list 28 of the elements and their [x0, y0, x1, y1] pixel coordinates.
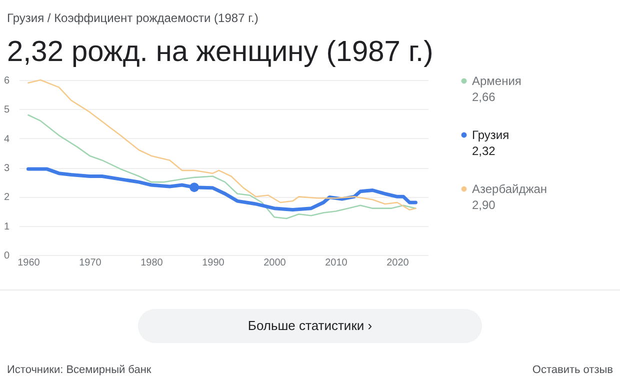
x-tick-label: 1980	[140, 258, 164, 268]
y-tick-label: 2	[4, 192, 10, 204]
legend-label: Грузия	[472, 128, 510, 142]
line-series	[28, 114, 416, 220]
y-tick-label: 1	[4, 221, 10, 232]
y-tick-label: 5	[4, 104, 10, 116]
text: Оставить отзыв	[532, 364, 614, 376]
text: 2,90	[472, 198, 496, 212]
x-tick-label: 2020	[386, 258, 410, 268]
x-tick-label: 2000	[264, 258, 286, 268]
x-tick-label: 1990	[202, 258, 225, 268]
legend-label: Азербайджан	[472, 182, 548, 196]
line-series	[28, 79, 416, 210]
y-tick-label: 0	[4, 250, 10, 262]
chart-subtitle: Грузия / Коэффициент рождаемости (1987 г.)	[7, 11, 258, 25]
text: 2,32	[472, 144, 496, 158]
chart-title: 2,32 рожд. на женщину (1987 г.)	[7, 36, 434, 68]
line-series	[26, 167, 418, 212]
y-tick-label: 4	[4, 134, 10, 145]
text: 2,66	[472, 90, 496, 104]
y-tick-label: 3	[4, 163, 10, 174]
text: Больше статистики ›	[248, 318, 372, 333]
legend-label: Армения	[472, 74, 522, 88]
x-tick-label: 1970	[79, 258, 102, 268]
y-tick-label: 6	[4, 76, 10, 86]
x-tick-label: 1960	[18, 258, 40, 268]
x-tick-label: 2010	[325, 258, 348, 268]
text: Источники: Всемирный банк	[7, 364, 152, 376]
